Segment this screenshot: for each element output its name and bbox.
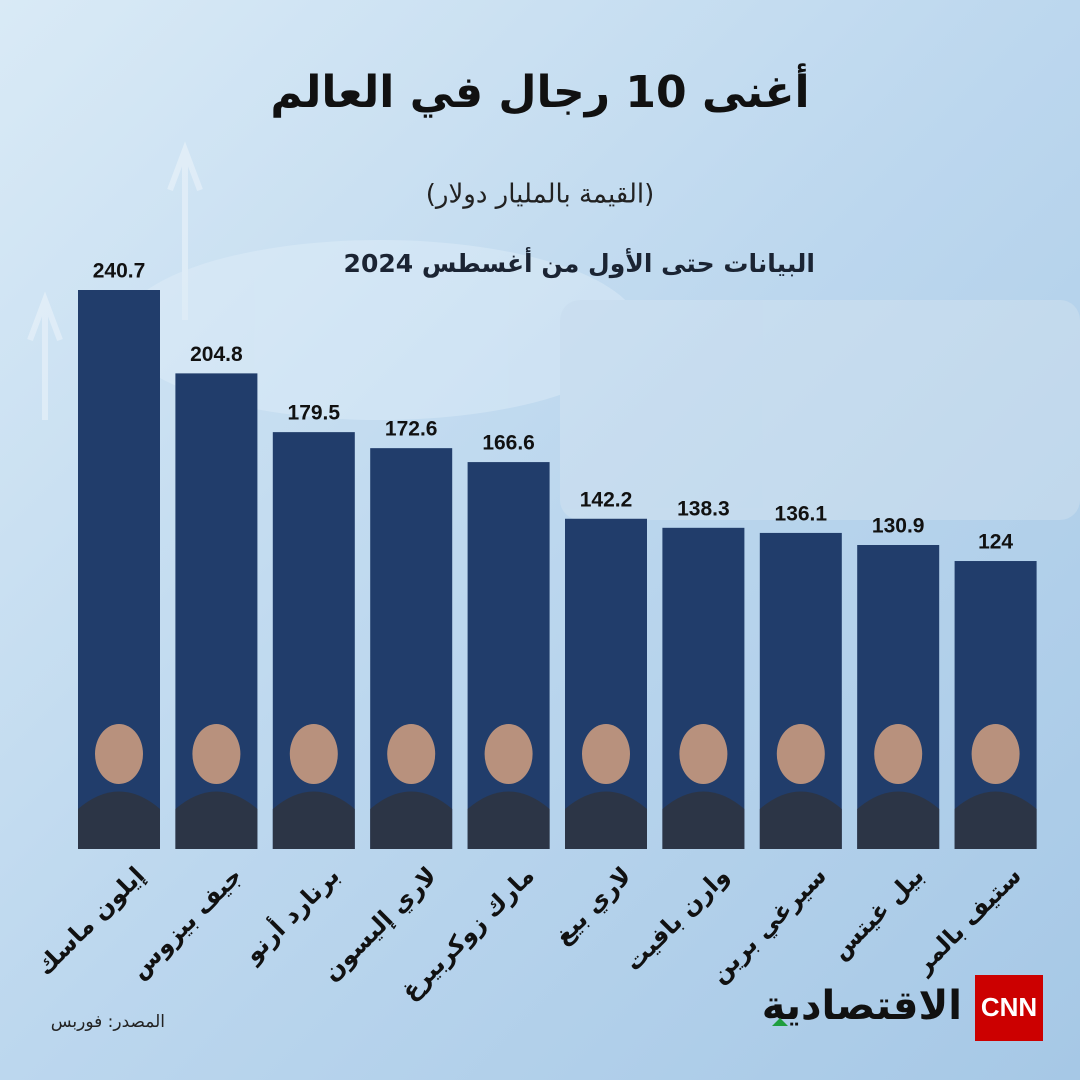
value-label: 136.1 xyxy=(775,502,828,525)
value-label: 130.9 xyxy=(872,515,925,538)
portrait-head xyxy=(387,724,436,784)
portrait xyxy=(467,791,550,849)
chart-note: البيانات حتى الأول من أغسطس 2024 xyxy=(344,247,815,279)
portrait xyxy=(78,791,160,849)
portrait-head xyxy=(874,724,923,784)
bar xyxy=(467,462,550,849)
portrait xyxy=(370,791,453,849)
chart-subtitle: (القيمة بالمليار دولار) xyxy=(426,180,655,210)
portrait xyxy=(272,791,355,849)
portrait-head xyxy=(776,724,825,784)
value-label: 138.3 xyxy=(677,497,730,520)
portrait xyxy=(662,791,745,849)
value-label: 166.6 xyxy=(482,432,535,455)
value-label: 172.6 xyxy=(385,418,438,441)
portrait xyxy=(857,791,940,849)
portrait-head xyxy=(582,724,630,784)
value-label: 124 xyxy=(978,531,1013,554)
value-label: 240.7 xyxy=(93,260,146,283)
portrait xyxy=(565,791,647,849)
portrait xyxy=(759,791,842,849)
value-label: 179.5 xyxy=(288,402,341,425)
portrait-head xyxy=(289,724,338,784)
chart-title: أغنى 10 رجال في العالم xyxy=(270,63,809,118)
portrait-head xyxy=(192,724,241,784)
brand-mark xyxy=(772,1018,788,1026)
source: المصدر: فوربس xyxy=(51,1012,165,1032)
value-label: 204.8 xyxy=(190,343,243,366)
portrait-head xyxy=(95,724,143,784)
bar xyxy=(370,448,453,849)
portrait-head xyxy=(679,724,728,784)
value-label: 142.2 xyxy=(580,488,633,511)
portrait-head xyxy=(484,724,533,784)
portrait-head xyxy=(971,724,1020,784)
portrait xyxy=(954,791,1037,849)
portrait xyxy=(175,791,258,849)
brand: الاقتصادية xyxy=(762,983,962,1029)
logo: CNN xyxy=(981,992,1037,1022)
logo-box xyxy=(975,975,1043,1041)
bar xyxy=(272,432,355,849)
